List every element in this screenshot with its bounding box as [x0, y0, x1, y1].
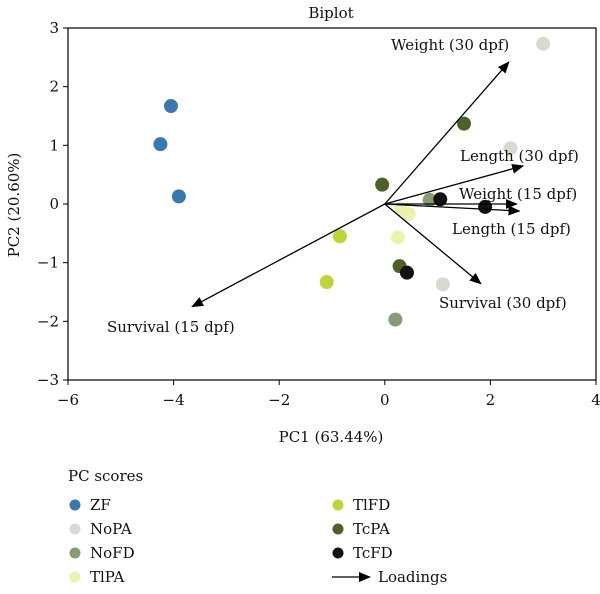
loading-arrow-survival-15-dpf [191, 203, 386, 308]
x-tick-label: −2 [268, 391, 290, 409]
loading-label-weight-15-dpf: Weight (15 dpf) [459, 185, 577, 203]
legend-marker-nopa [69, 523, 81, 535]
y-tick-label: 2 [49, 78, 59, 96]
legend-label-nopa: NoPA [90, 520, 132, 538]
point-zf [153, 137, 168, 152]
point-tcfd [433, 192, 448, 207]
legend-label-tlfd: TlFD [353, 496, 390, 514]
legend-marker-tlpa [69, 571, 81, 583]
loading-arrow-length-30-dpf [384, 163, 525, 205]
loading-label-length-30-dpf: Length (30 dpf) [460, 147, 579, 165]
loading-arrows: Weight (30 dpf) Length (30 dpf) Weight (15… [107, 36, 579, 336]
loading-label-length-15-dpf: Length (15 dpf) [452, 220, 571, 238]
loading-arrow-weight-30-dpf [384, 61, 510, 205]
y-tick-label: 0 [49, 195, 59, 213]
axis-ticks: −6 −4 −2 0 2 4 −3 −2 −1 0 1 2 3 [37, 19, 600, 409]
point-tcfd [399, 265, 414, 280]
loading-arrow-length-15-dpf [384, 203, 521, 216]
x-axis-label: PC1 (63.44%) [279, 428, 384, 446]
legend-label-nofd: NoFD [90, 544, 135, 562]
legend-label-loadings: Loadings [378, 568, 447, 586]
legend-marker-zf [69, 499, 81, 511]
legend: PC scores ZF NoPA NoFD TlPA TlFD TcPA TcFD Load… [68, 467, 447, 586]
x-tick-label: −4 [163, 391, 185, 409]
legend-label-tcfd: TcFD [353, 544, 393, 562]
point-tcpa [457, 116, 471, 131]
point-nopa [503, 141, 518, 156]
point-nopa [536, 36, 551, 51]
legend-marker-nofd [69, 547, 81, 559]
point-nopa [435, 277, 450, 292]
y-tick-label: −1 [37, 254, 59, 272]
legend-marker-tcpa [332, 523, 344, 535]
point-zf [171, 189, 186, 204]
point-tcpa [375, 177, 390, 192]
x-tick-label: 2 [486, 391, 496, 409]
loading-arrow-survival-30-dpf [384, 203, 482, 285]
legend-label-tcpa: TcPA [353, 520, 390, 538]
point-tlpa [391, 230, 405, 245]
y-tick-label: 1 [49, 136, 59, 154]
chart-title: Biplot [308, 4, 353, 22]
score-points [153, 36, 551, 327]
point-tlfd [332, 229, 347, 244]
legend-marker-tcfd [332, 547, 344, 559]
point-tlfd [319, 275, 334, 290]
x-tick-label: 0 [380, 391, 390, 409]
loading-label-survival-30-dpf: Survival (30 dpf) [439, 294, 567, 312]
y-tick-label: −2 [37, 312, 59, 330]
legend-label-zf: ZF [90, 496, 111, 514]
y-tick-label: 3 [49, 19, 59, 37]
point-nofd [388, 312, 403, 327]
x-tick-label: −6 [57, 391, 79, 409]
y-axis-label: PC2 (20.60%) [5, 153, 23, 258]
x-tick-label: 4 [591, 391, 600, 409]
y-tick-label: −3 [37, 371, 59, 389]
loading-label-survival-15-dpf: Survival (15 dpf) [107, 318, 235, 336]
loading-label-weight-30-dpf: Weight (30 dpf) [391, 36, 509, 54]
legend-label-tlpa: TlPA [90, 568, 125, 586]
legend-title: PC scores [68, 467, 143, 485]
legend-marker-tlfd [332, 499, 344, 511]
point-zf [163, 99, 178, 114]
